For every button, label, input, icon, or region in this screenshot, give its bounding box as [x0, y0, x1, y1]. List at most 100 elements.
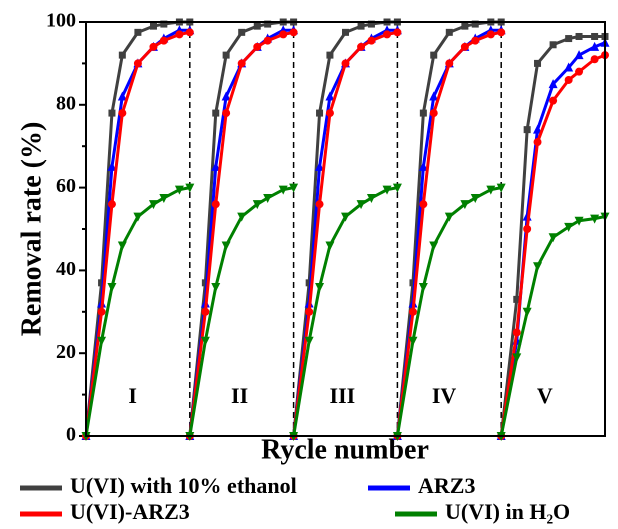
- marker: [470, 193, 480, 203]
- marker: [367, 36, 376, 45]
- marker: [382, 185, 392, 195]
- cycle-label: V: [537, 383, 553, 408]
- marker: [201, 307, 210, 316]
- marker: [548, 233, 558, 243]
- marker: [97, 336, 107, 346]
- marker: [325, 91, 335, 101]
- marker: [564, 222, 574, 232]
- marker: [221, 241, 231, 251]
- marker: [252, 200, 262, 210]
- marker: [185, 183, 195, 193]
- marker: [237, 59, 246, 68]
- marker: [222, 109, 231, 118]
- y-tick-label: 0: [66, 424, 76, 446]
- marker: [341, 212, 350, 222]
- marker: [326, 51, 334, 59]
- marker: [430, 51, 438, 59]
- marker: [523, 225, 532, 233]
- marker: [134, 28, 142, 36]
- marker: [304, 336, 314, 346]
- marker: [237, 212, 247, 222]
- marker: [264, 20, 272, 28]
- cycle-label: III: [330, 383, 356, 408]
- marker: [278, 185, 288, 195]
- marker: [523, 126, 531, 134]
- marker: [460, 200, 470, 210]
- marker: [341, 59, 350, 68]
- marker: [460, 42, 469, 51]
- y-tick-label: 100: [46, 10, 76, 32]
- marker: [148, 200, 158, 210]
- marker: [212, 109, 220, 117]
- marker: [107, 282, 117, 292]
- cycle-label: II: [231, 383, 248, 408]
- marker: [429, 241, 439, 251]
- marker: [486, 185, 496, 195]
- legend-label: ARZ3: [418, 473, 475, 498]
- marker: [574, 50, 584, 60]
- marker: [118, 109, 127, 118]
- marker: [174, 185, 184, 195]
- marker: [279, 30, 288, 39]
- marker: [185, 28, 194, 37]
- marker: [533, 124, 543, 134]
- marker: [117, 241, 127, 251]
- marker: [471, 20, 479, 28]
- marker: [409, 279, 417, 287]
- marker: [289, 183, 299, 193]
- marker: [149, 22, 157, 30]
- y-tick-label: 20: [56, 341, 76, 363]
- legend-label: U(VI) in H₂O: [445, 499, 570, 524]
- marker: [418, 161, 428, 171]
- marker: [133, 59, 142, 68]
- marker: [118, 51, 126, 59]
- marker: [305, 307, 314, 316]
- marker: [149, 42, 158, 51]
- marker: [393, 28, 402, 37]
- marker: [496, 183, 506, 193]
- marker: [429, 109, 438, 118]
- marker: [98, 279, 106, 287]
- marker: [418, 282, 428, 292]
- marker: [445, 28, 453, 36]
- marker: [575, 67, 584, 76]
- marker: [159, 36, 168, 45]
- series-line: [84, 30, 606, 437]
- marker: [108, 109, 116, 117]
- cycle-label: IV: [432, 383, 457, 408]
- marker: [305, 279, 313, 287]
- marker: [575, 32, 583, 40]
- marker: [107, 200, 116, 209]
- marker: [549, 41, 557, 49]
- marker: [263, 193, 273, 203]
- marker: [325, 241, 335, 251]
- marker: [342, 28, 349, 36]
- marker: [357, 22, 365, 30]
- marker: [238, 28, 246, 36]
- marker: [564, 75, 573, 84]
- marker: [315, 161, 325, 171]
- marker: [383, 30, 392, 39]
- marker: [564, 62, 574, 72]
- cycle-label: I: [128, 383, 137, 408]
- marker: [392, 183, 402, 193]
- marker: [263, 36, 272, 45]
- marker: [211, 161, 221, 171]
- marker: [590, 214, 600, 224]
- marker: [325, 109, 334, 118]
- marker: [444, 212, 454, 222]
- marker: [117, 91, 127, 101]
- marker: [408, 336, 418, 346]
- marker: [512, 328, 521, 337]
- x-axis-label: Rycle number: [261, 434, 429, 465]
- marker: [513, 295, 521, 303]
- marker: [533, 138, 542, 147]
- marker: [574, 216, 584, 226]
- marker: [356, 200, 366, 210]
- marker: [461, 22, 469, 30]
- marker: [366, 193, 376, 203]
- marker: [497, 28, 506, 37]
- marker: [200, 336, 210, 346]
- marker: [486, 30, 495, 39]
